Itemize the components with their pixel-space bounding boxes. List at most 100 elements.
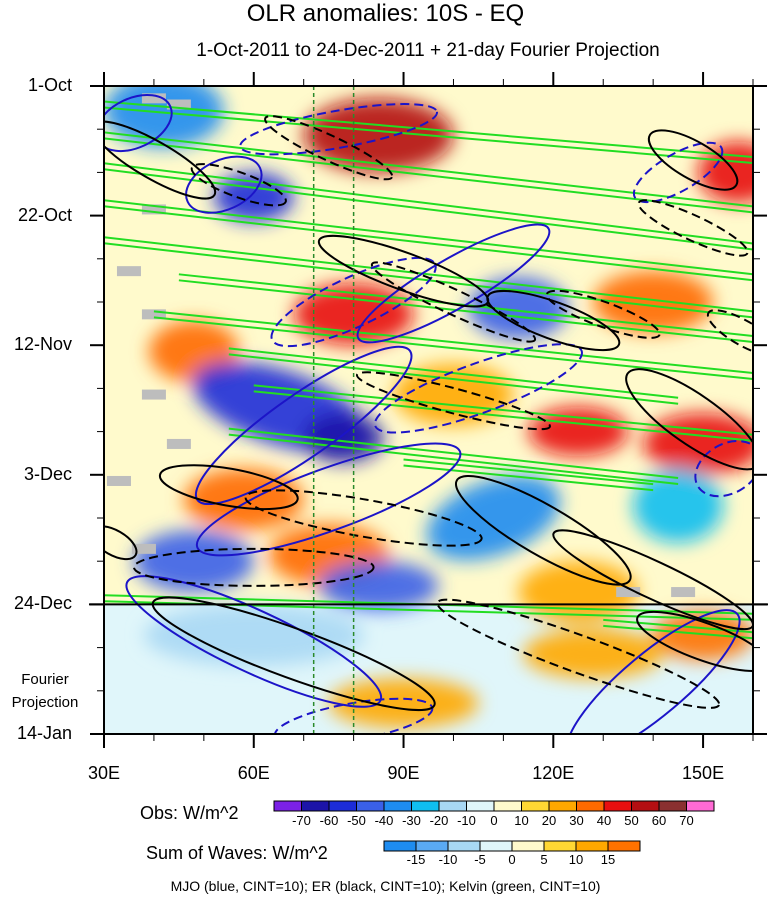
- fourier-label-line2: Projection: [11, 694, 79, 711]
- colorbar-tick-label: 50: [624, 813, 639, 828]
- er-contour: [636, 610, 753, 672]
- missing-cell: [141, 389, 166, 400]
- er-contour: [104, 525, 138, 561]
- plot-frame: [103, 85, 754, 735]
- waves-colorbar: [383, 840, 641, 852]
- colorbar-box: [511, 840, 545, 852]
- kelvin-contour: [153, 316, 753, 381]
- colorbar-box: [575, 840, 609, 852]
- colorbar-tick-label: -5: [474, 852, 486, 867]
- kelvin-contour: [153, 310, 753, 375]
- x-tick-label: 30E: [87, 763, 121, 783]
- colorbar-tick-label: -15: [406, 852, 426, 867]
- olr-anomaly-field: [104, 86, 753, 734]
- colorbar-tick-label: 10: [514, 813, 529, 828]
- y-tick-label: 3-Dec: [23, 463, 72, 484]
- x-tick-label: 90E: [387, 763, 420, 783]
- missing-cell: [616, 587, 641, 598]
- missing-cell: [116, 266, 141, 277]
- obs-colorbar-title: Obs: W/m^2: [140, 803, 239, 823]
- colorbar-tick-label: -30: [402, 813, 421, 828]
- anomaly-blob: [133, 530, 254, 593]
- colorbar-box: [328, 800, 357, 812]
- x-tick-label: 150E: [682, 763, 725, 783]
- y-tick-label: 14-Jan: [16, 723, 72, 743]
- colorbar-box: [603, 800, 632, 812]
- missing-cell: [106, 475, 131, 486]
- colorbar-tick-label: 60: [651, 813, 667, 828]
- colorbar-tick-label: -20: [429, 813, 449, 828]
- colorbar-tick-label: 0: [490, 813, 498, 828]
- colorbar-tick-label: 0: [508, 852, 516, 867]
- mjo-contour: [185, 155, 263, 214]
- er-contour: [706, 309, 753, 357]
- er-contour: [264, 115, 394, 181]
- kelvin-contour: [603, 624, 753, 640]
- colorbar-box: [576, 800, 605, 812]
- colorbar-box: [383, 840, 417, 852]
- wave-contours: [104, 94, 753, 734]
- colorbar-box: [493, 800, 522, 812]
- er-contour: [104, 120, 217, 200]
- colorbar-box: [466, 800, 495, 812]
- mjo-contour: [194, 345, 413, 506]
- kelvin-contour: [228, 353, 679, 405]
- colorbar-box: [447, 840, 481, 852]
- colorbar-box: [543, 840, 577, 852]
- anomaly-blob: [303, 98, 454, 173]
- anomaly-blob: [143, 604, 364, 667]
- kelvin-contour: [104, 236, 753, 313]
- kelvin-contour: [104, 106, 753, 165]
- fourier-label: Fourier Projection: [0, 668, 90, 714]
- mjo-contour: [373, 343, 583, 434]
- er-contour: [244, 489, 483, 547]
- colorbar-box: [686, 800, 715, 812]
- colorbar-box: [383, 800, 412, 812]
- x-tick-label: 60E: [237, 763, 270, 783]
- colorbar-box: [438, 800, 467, 812]
- missing-cell: [141, 93, 166, 104]
- er-contour: [355, 371, 551, 431]
- colorbar-box: [521, 800, 550, 812]
- colorbar-tick-label: 20: [541, 813, 557, 828]
- y-tick-label: 22-Oct: [17, 204, 72, 225]
- er-contour: [454, 475, 632, 586]
- anomaly-blob: [393, 363, 514, 426]
- anomaly-blob: [643, 413, 753, 475]
- colorbar-tick-label: -40: [374, 813, 394, 828]
- mjo-contour: [104, 94, 173, 153]
- axis-ticks: [90, 72, 767, 748]
- er-contour: [370, 261, 537, 343]
- colorbar-tick-label: -50: [347, 813, 366, 828]
- colorbar-tick-label: 40: [596, 813, 612, 828]
- kelvin-contour: [253, 384, 753, 436]
- colorbar-tick-label: 70: [679, 813, 694, 828]
- er-contour: [486, 289, 621, 352]
- legend-footer: MJO (blue, CINT=10); ER (black, CINT=10)…: [170, 878, 601, 894]
- kelvin-contour: [403, 464, 654, 492]
- er-contour: [158, 464, 299, 511]
- colorbar-box: [301, 800, 330, 812]
- er-contour: [436, 598, 721, 709]
- colorbar-box: [356, 800, 385, 812]
- mjo-contour: [694, 440, 753, 498]
- colorbar-box: [273, 800, 302, 812]
- missing-cell: [141, 309, 166, 320]
- missing-cell: [166, 99, 191, 110]
- y-tick-label: 1-Oct: [27, 75, 72, 95]
- y-tick-label: 12-Nov: [13, 334, 72, 355]
- kelvin-contour: [104, 162, 753, 245]
- missing-cell: [166, 438, 191, 449]
- waves-colorbar-title: Sum of Waves: W/m^2: [146, 843, 328, 863]
- colorbar-tick-label: -10: [438, 852, 458, 867]
- mjo-contour: [565, 609, 741, 734]
- kelvin-contour: [228, 433, 679, 485]
- mjo-contour: [356, 223, 551, 344]
- er-contour: [132, 547, 375, 587]
- colorbar-tick-label: -70: [292, 813, 311, 828]
- kelvin-contour: [228, 347, 679, 399]
- y-tick-label: 24-Dec: [13, 593, 72, 614]
- colorbar-box: [631, 800, 660, 812]
- chart-subtitle: 1-Oct-2011 to 24-Dec-2011 + 21-day Fouri…: [196, 40, 660, 61]
